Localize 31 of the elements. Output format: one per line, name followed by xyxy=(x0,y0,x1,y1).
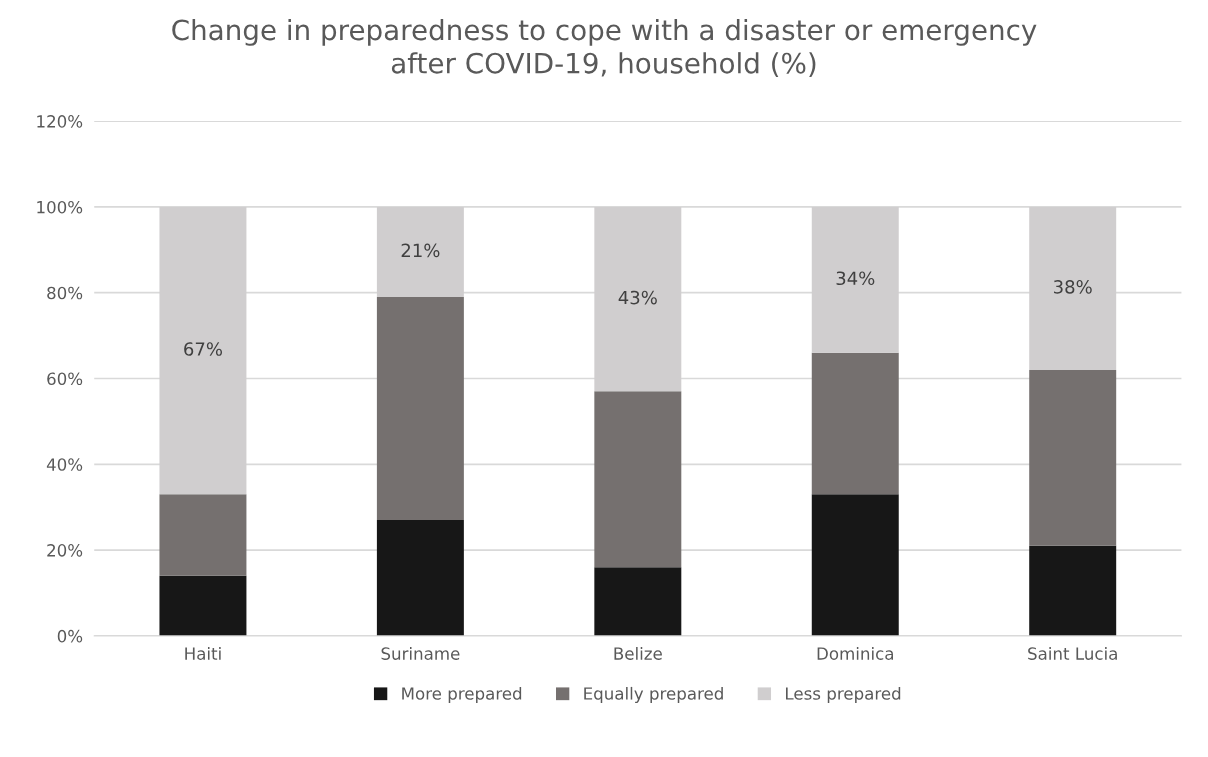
y-tick-label: 0% xyxy=(57,629,83,643)
y-tick-label: 40% xyxy=(46,458,83,471)
bar xyxy=(376,520,464,636)
data-label: 34% xyxy=(836,271,875,286)
bar xyxy=(1029,545,1117,636)
y-tick-label: 100% xyxy=(37,200,83,214)
x-tick-label: Belize xyxy=(614,646,662,660)
x-tick-label: Dominica xyxy=(817,646,893,660)
y-tick-label: 120% xyxy=(37,115,83,128)
bar xyxy=(159,575,247,636)
data-label: 43% xyxy=(618,290,657,305)
data-label: 38% xyxy=(1054,280,1092,294)
data-label: 67% xyxy=(184,342,223,356)
bar xyxy=(594,391,682,568)
y-tick-label: 60% xyxy=(47,372,83,386)
y-tick-label: 20% xyxy=(47,544,83,557)
legend-label: More prepared xyxy=(402,686,522,704)
x-tick-label: Suriname xyxy=(381,646,460,660)
x-tick-label: Saint Lucia xyxy=(1028,646,1117,660)
chart-title: Change in preparedness to cope with a disaster or emergency after COVID-19, household (%) xyxy=(172,18,1037,77)
bar xyxy=(811,494,899,636)
y-tick-label: 80% xyxy=(47,286,83,300)
bar xyxy=(811,352,899,495)
bar xyxy=(1029,369,1117,546)
x-tick-label: Haiti xyxy=(185,646,221,660)
legend-label: Equally prepared xyxy=(584,686,723,704)
data-label: 21% xyxy=(401,243,440,258)
legend-label: Less prepared xyxy=(786,686,901,704)
bar xyxy=(376,297,464,521)
bar xyxy=(159,494,247,576)
bar xyxy=(594,567,682,636)
